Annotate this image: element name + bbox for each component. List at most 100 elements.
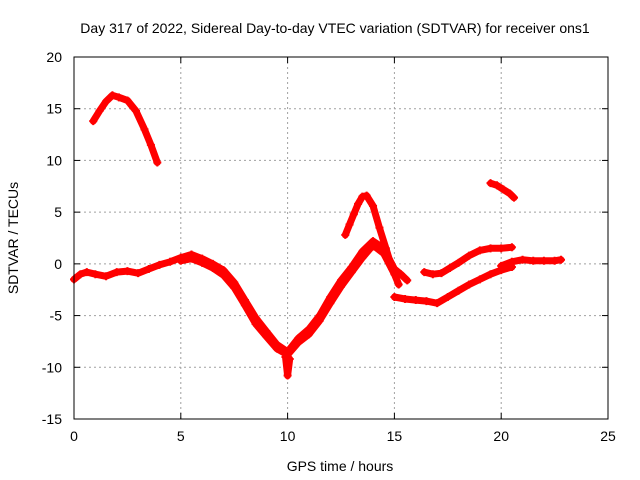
data-point [358, 253, 367, 262]
series-line [89, 91, 161, 166]
data-point [443, 292, 452, 301]
data-point [369, 241, 378, 250]
grid [73, 56, 609, 420]
y-tick-label: -10 [42, 359, 62, 375]
series-arc-evening-low [390, 262, 516, 308]
data-point [465, 251, 474, 260]
data-point [114, 93, 123, 102]
data-points [70, 91, 566, 380]
series-arc-late-high [486, 179, 519, 202]
data-point [420, 268, 429, 277]
data-point [337, 282, 345, 291]
data-point [433, 299, 442, 308]
y-axis-label: SDTVAR / TECUs [5, 182, 21, 294]
data-point [345, 220, 354, 229]
data-point [304, 330, 313, 339]
data-point [272, 344, 281, 353]
series-arc-evening-flat [497, 255, 566, 270]
tick-labels: 0 5 10 15 20 25 -15 -10 -5 0 5 10 15 20 [42, 49, 616, 444]
data-point [445, 263, 454, 272]
data-point [91, 270, 100, 279]
data-point [401, 295, 410, 304]
data-point [454, 286, 463, 295]
data-point [219, 271, 228, 280]
data-point [381, 244, 390, 253]
data-point [251, 319, 260, 328]
data-point [475, 275, 484, 284]
data-point [369, 201, 378, 210]
data-point [388, 265, 397, 274]
data-point [486, 270, 495, 279]
data-point [198, 258, 207, 267]
x-tick-label: 10 [280, 428, 296, 444]
data-point [422, 297, 431, 306]
data-point [155, 260, 164, 269]
series-line [420, 243, 516, 278]
data-point [82, 268, 91, 277]
y-tick-label: -15 [42, 411, 62, 427]
x-tick-label: 25 [600, 428, 616, 444]
y-tick-label: -5 [50, 308, 63, 324]
data-point [403, 276, 412, 285]
data-point [123, 96, 132, 105]
data-point [112, 268, 121, 277]
data-point [134, 269, 143, 278]
data-point [497, 244, 506, 253]
x-tick-label: 5 [177, 428, 185, 444]
series-arc-evening-rise [420, 243, 516, 279]
data-point [123, 267, 132, 276]
data-point [89, 117, 98, 126]
data-point [497, 261, 506, 270]
data-point [341, 230, 350, 239]
series-arc-early-high [89, 91, 162, 167]
y-tick-label: 0 [54, 256, 62, 272]
data-point [166, 257, 175, 266]
data-point [505, 189, 514, 198]
data-point [140, 125, 149, 134]
x-axis-label: GPS time / hours [287, 458, 394, 474]
x-tick-label: 20 [493, 428, 509, 444]
chart-title: Day 317 of 2022, Sidereal Day-to-day VTE… [80, 20, 590, 36]
data-point [294, 338, 303, 347]
data-point [486, 179, 495, 188]
data-point [428, 270, 437, 279]
data-point [240, 301, 249, 310]
data-point [176, 256, 185, 265]
data-point [557, 255, 566, 264]
data-point [492, 181, 501, 190]
data-point [507, 243, 516, 252]
data-point [529, 256, 538, 265]
data-point [518, 255, 527, 264]
data-point [102, 97, 111, 106]
data-point [362, 191, 371, 200]
data-point [230, 283, 239, 292]
data-point [499, 185, 508, 194]
y-tick-label: 15 [46, 101, 62, 117]
data-point [285, 355, 294, 364]
y-tick-label: 10 [46, 152, 62, 168]
data-point [510, 193, 519, 202]
data-point [347, 268, 356, 277]
data-point [507, 257, 516, 266]
y-tick-label: 20 [46, 49, 62, 65]
data-point [454, 258, 463, 267]
data-point [95, 106, 104, 115]
data-point [539, 256, 548, 265]
data-point [262, 332, 271, 341]
data-point [315, 316, 324, 325]
data-point [108, 91, 117, 100]
data-point [375, 223, 384, 232]
data-point [144, 265, 153, 274]
data-point [486, 244, 495, 253]
data-point [208, 263, 217, 272]
x-tick-label: 0 [70, 428, 78, 444]
data-point [349, 210, 358, 219]
data-point [131, 106, 140, 115]
data-point [281, 352, 290, 361]
data-point [394, 280, 403, 289]
data-point [465, 280, 474, 289]
plot-frame [73, 56, 609, 420]
data-point [550, 256, 559, 265]
x-tick-label: 15 [387, 428, 403, 444]
